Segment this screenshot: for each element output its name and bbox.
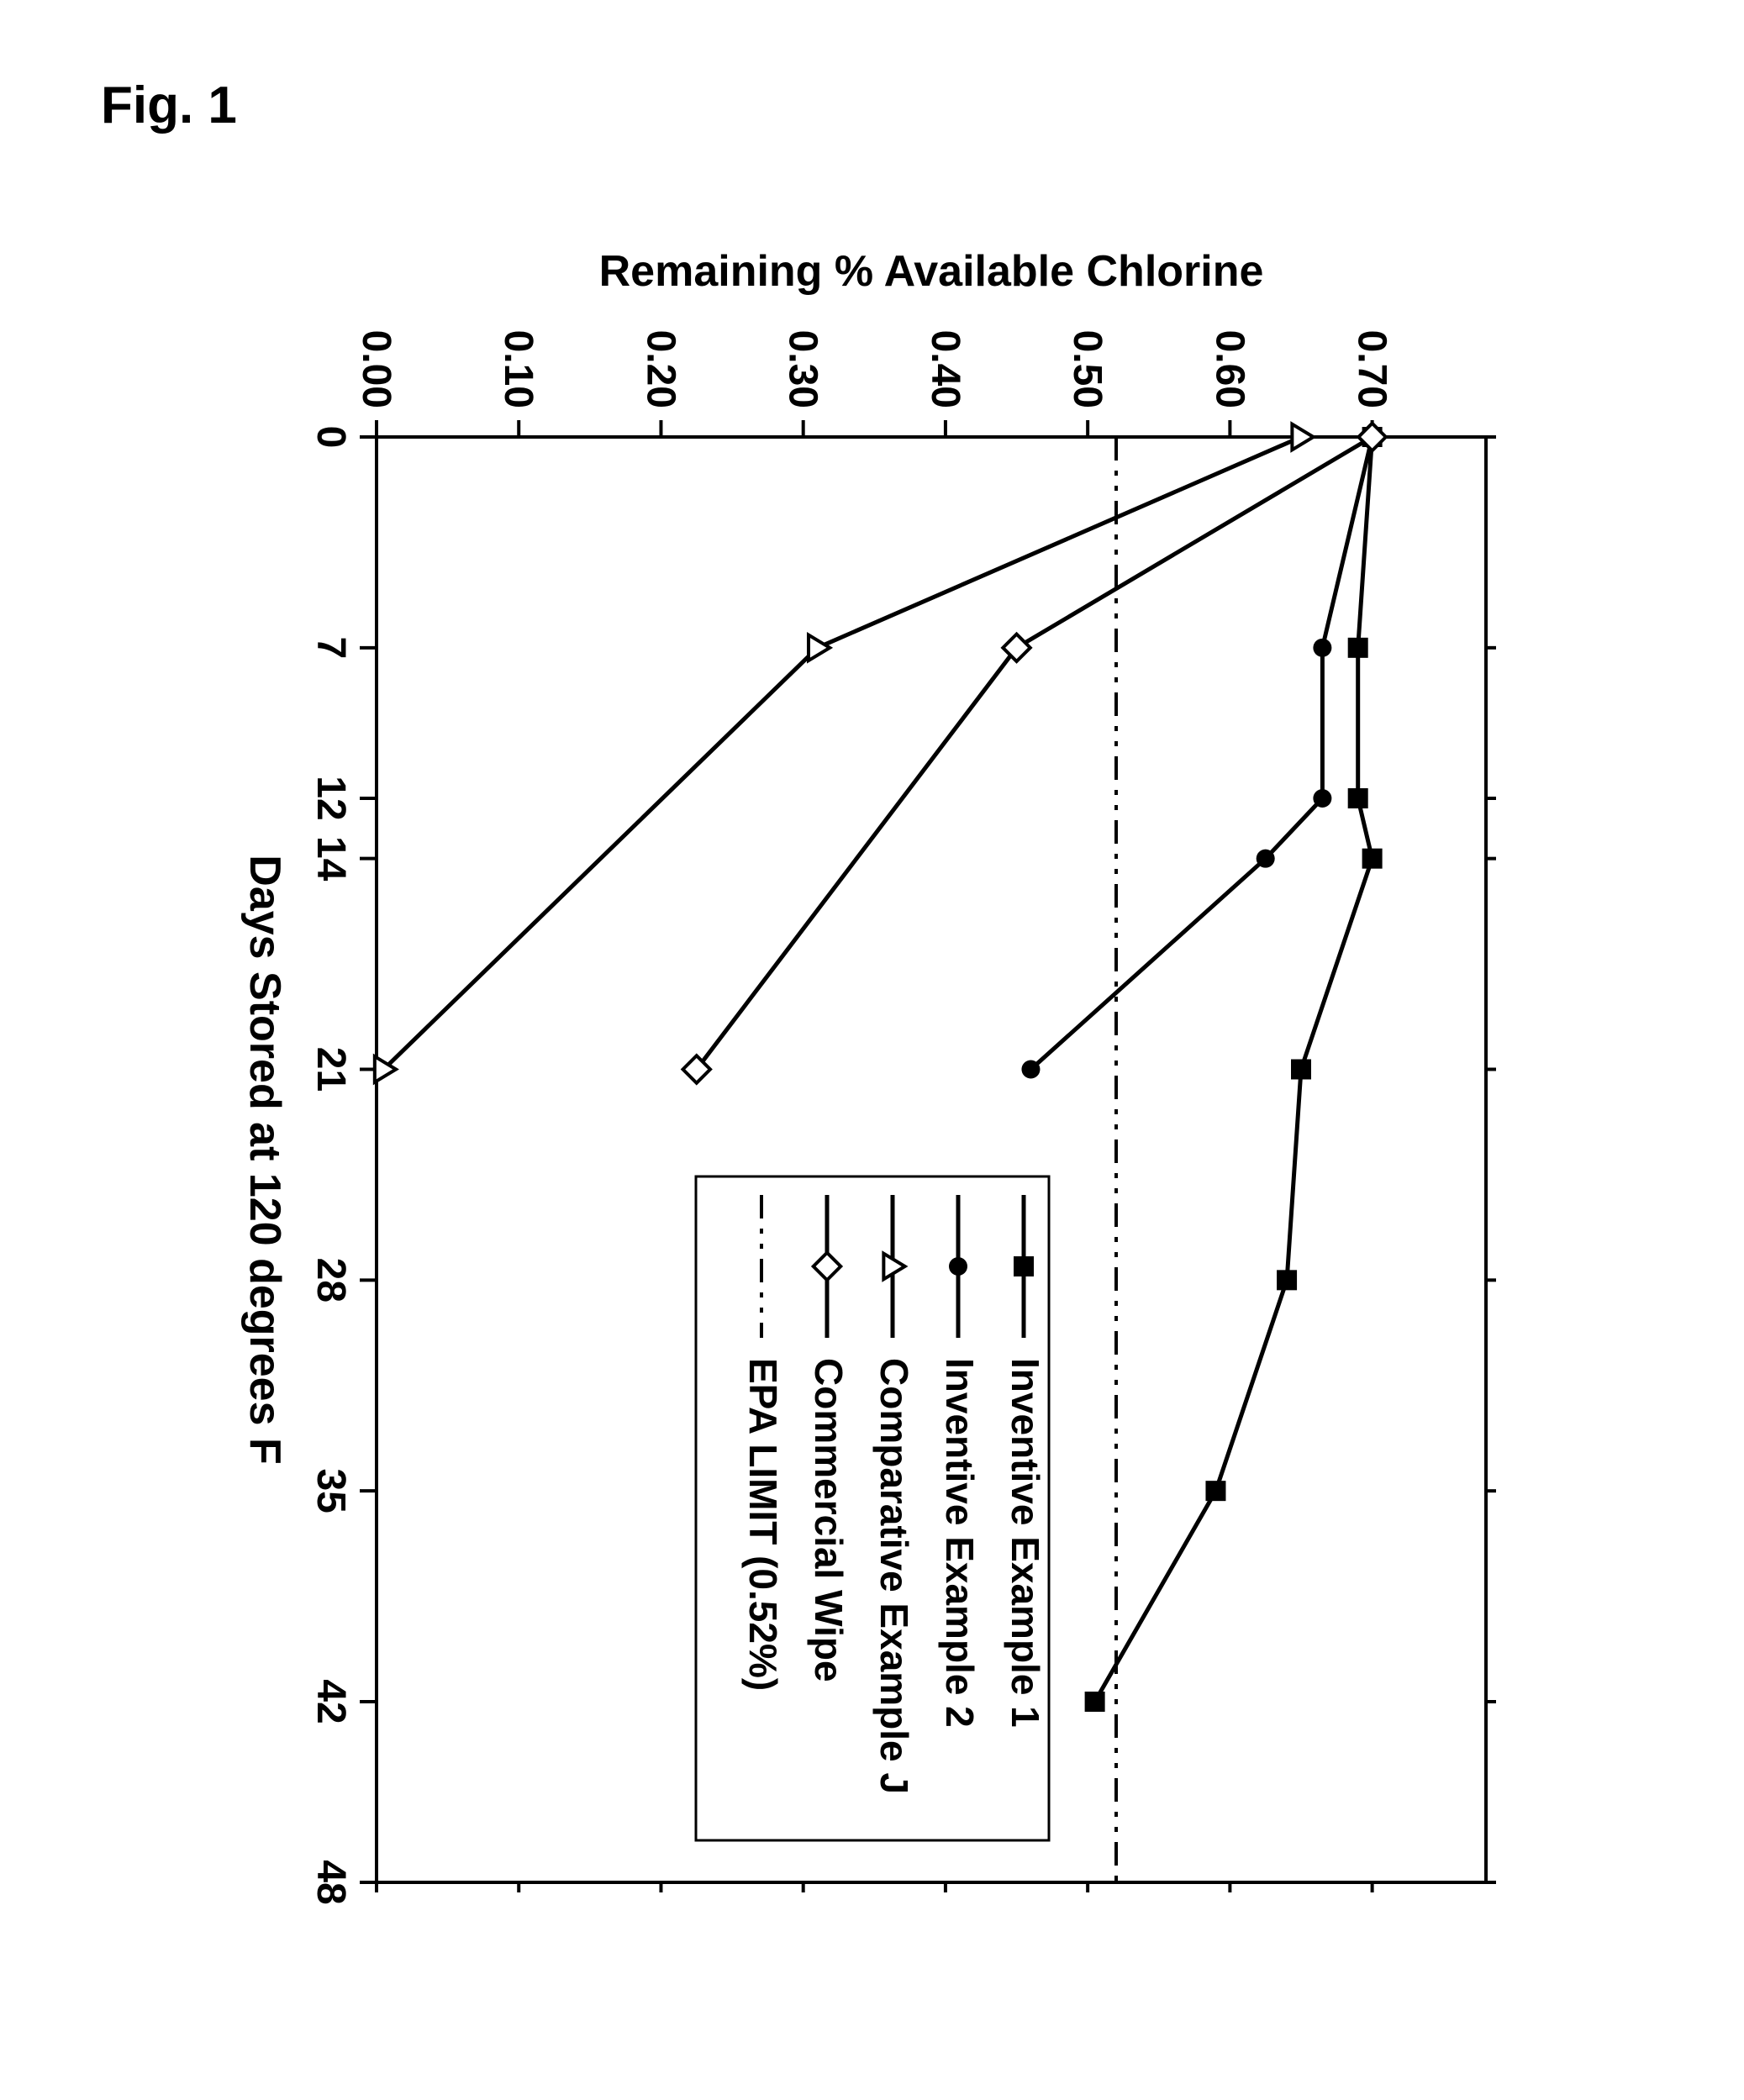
marker-circle-icon [1313,789,1331,808]
y-tick-label: 0.50 [1065,330,1109,408]
x-axis-label: Days Stored at 120 degrees F [240,855,289,1464]
marker-square-icon [1348,788,1368,808]
figure-label: Fig. 1 [101,76,237,135]
y-tick-label: 0.20 [638,330,682,408]
x-tick-label: 7 [308,636,353,659]
marker-square-icon [1085,1692,1105,1712]
series-line [697,437,1373,1070]
x-tick-label: 0 [308,426,353,449]
y-tick-label: 0.70 [1350,330,1394,408]
y-tick-label: 0.00 [354,330,398,408]
legend-label: Inventive Example 1 [1004,1358,1047,1728]
series [1085,427,1383,1712]
y-tick-label: 0.10 [496,330,540,408]
series [375,424,1314,1082]
series [683,424,1386,1083]
marker-square-icon [1205,1481,1225,1501]
marker-square-icon [1348,638,1368,658]
x-tick-label: 12 [308,776,353,820]
series-line [384,437,1302,1070]
page: Fig. 1 07121421283542480.000.100.200.300… [0,0,1744,2100]
marker-square-icon [1291,1060,1311,1080]
x-tick-label: 28 [308,1258,353,1303]
legend-label: EPA LIMIT (0.52%) [741,1358,785,1691]
x-tick-label: 35 [308,1468,353,1513]
marker-square-icon [1362,849,1383,869]
legend-label: Comparative Example J [872,1358,916,1794]
y-tick-label: 0.40 [923,330,967,408]
x-tick-label: 42 [308,1679,353,1724]
y-axis-label: Remaining % Available Chlorine [599,247,1264,296]
marker-circle-icon [1021,1061,1040,1079]
marker-circle-icon [1257,850,1275,868]
line-chart: 0 7 12 14 21 28 35 42 48 0.00 0.10 0.20 0.30 0.40 0.50… [158,218,1587,1983]
series [1021,428,1381,1079]
series-line [1095,437,1373,1702]
x-tick-label: 14 [308,836,353,882]
marker-circle-icon [949,1257,967,1276]
y-tick-label: 0.30 [781,330,825,408]
marker-triangle-icon [809,635,830,661]
marker-square-icon [1277,1270,1297,1290]
marker-square-icon [1014,1256,1034,1276]
legend-label: Commercial Wipe [807,1358,851,1682]
chart-container: 0 7 12 14 21 28 35 42 48 0.00 0.10 0.20 0.30 0.40 0.50… [158,218,1587,1983]
x-tick-label: 48 [308,1860,353,1904]
legend: Inventive Example 1 Inventive Example 2 Co… [696,1176,1049,1840]
marker-circle-icon [1313,639,1331,657]
marker-triangle-icon [1292,424,1313,450]
legend-label: Inventive Example 2 [938,1358,982,1728]
x-tick-label: 21 [308,1047,353,1092]
y-tick-label: 0.60 [1207,330,1251,408]
